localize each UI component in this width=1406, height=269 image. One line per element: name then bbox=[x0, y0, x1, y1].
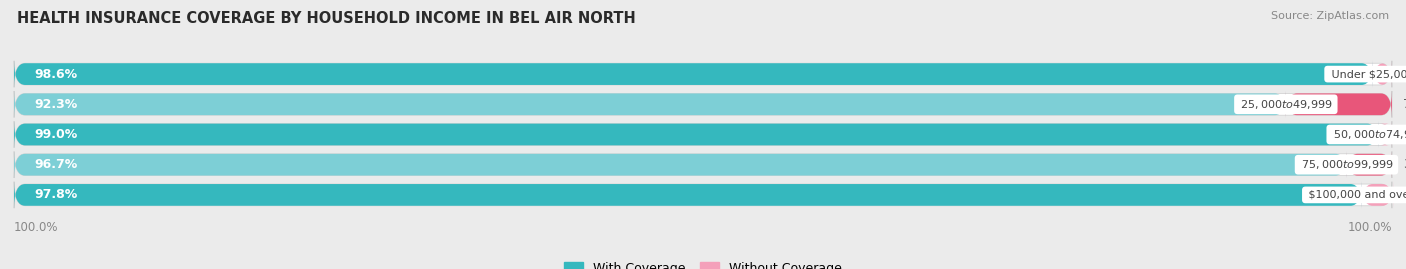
Text: 0.97%: 0.97% bbox=[1403, 128, 1406, 141]
FancyBboxPatch shape bbox=[14, 121, 1378, 148]
Text: 7.7%: 7.7% bbox=[1403, 98, 1406, 111]
FancyBboxPatch shape bbox=[1347, 151, 1392, 178]
Text: 1.4%: 1.4% bbox=[1403, 68, 1406, 81]
Text: 97.8%: 97.8% bbox=[35, 188, 77, 201]
Text: $25,000 to $49,999: $25,000 to $49,999 bbox=[1237, 98, 1334, 111]
Text: 100.0%: 100.0% bbox=[14, 221, 59, 233]
Text: 100.0%: 100.0% bbox=[1347, 221, 1392, 233]
Text: Source: ZipAtlas.com: Source: ZipAtlas.com bbox=[1271, 11, 1389, 21]
FancyBboxPatch shape bbox=[14, 182, 1361, 208]
Text: $50,000 to $74,999: $50,000 to $74,999 bbox=[1330, 128, 1406, 141]
Text: 2.3%: 2.3% bbox=[1405, 188, 1406, 201]
Text: HEALTH INSURANCE COVERAGE BY HOUSEHOLD INCOME IN BEL AIR NORTH: HEALTH INSURANCE COVERAGE BY HOUSEHOLD I… bbox=[17, 11, 636, 26]
FancyBboxPatch shape bbox=[1378, 121, 1392, 148]
Text: 99.0%: 99.0% bbox=[35, 128, 77, 141]
FancyBboxPatch shape bbox=[1361, 182, 1393, 208]
FancyBboxPatch shape bbox=[1286, 91, 1392, 118]
FancyBboxPatch shape bbox=[14, 182, 1392, 208]
Text: 92.3%: 92.3% bbox=[35, 98, 77, 111]
Text: Under $25,000: Under $25,000 bbox=[1327, 69, 1406, 79]
Text: 98.6%: 98.6% bbox=[35, 68, 77, 81]
Text: $75,000 to $99,999: $75,000 to $99,999 bbox=[1298, 158, 1395, 171]
Text: $100,000 and over: $100,000 and over bbox=[1305, 190, 1406, 200]
FancyBboxPatch shape bbox=[14, 91, 1286, 118]
Legend: With Coverage, Without Coverage: With Coverage, Without Coverage bbox=[560, 257, 846, 269]
FancyBboxPatch shape bbox=[14, 151, 1392, 178]
FancyBboxPatch shape bbox=[14, 151, 1347, 178]
Text: 3.3%: 3.3% bbox=[1403, 158, 1406, 171]
FancyBboxPatch shape bbox=[14, 61, 1392, 87]
FancyBboxPatch shape bbox=[14, 61, 1372, 87]
FancyBboxPatch shape bbox=[1372, 61, 1392, 87]
Text: 96.7%: 96.7% bbox=[35, 158, 77, 171]
FancyBboxPatch shape bbox=[14, 91, 1392, 118]
FancyBboxPatch shape bbox=[14, 121, 1392, 148]
